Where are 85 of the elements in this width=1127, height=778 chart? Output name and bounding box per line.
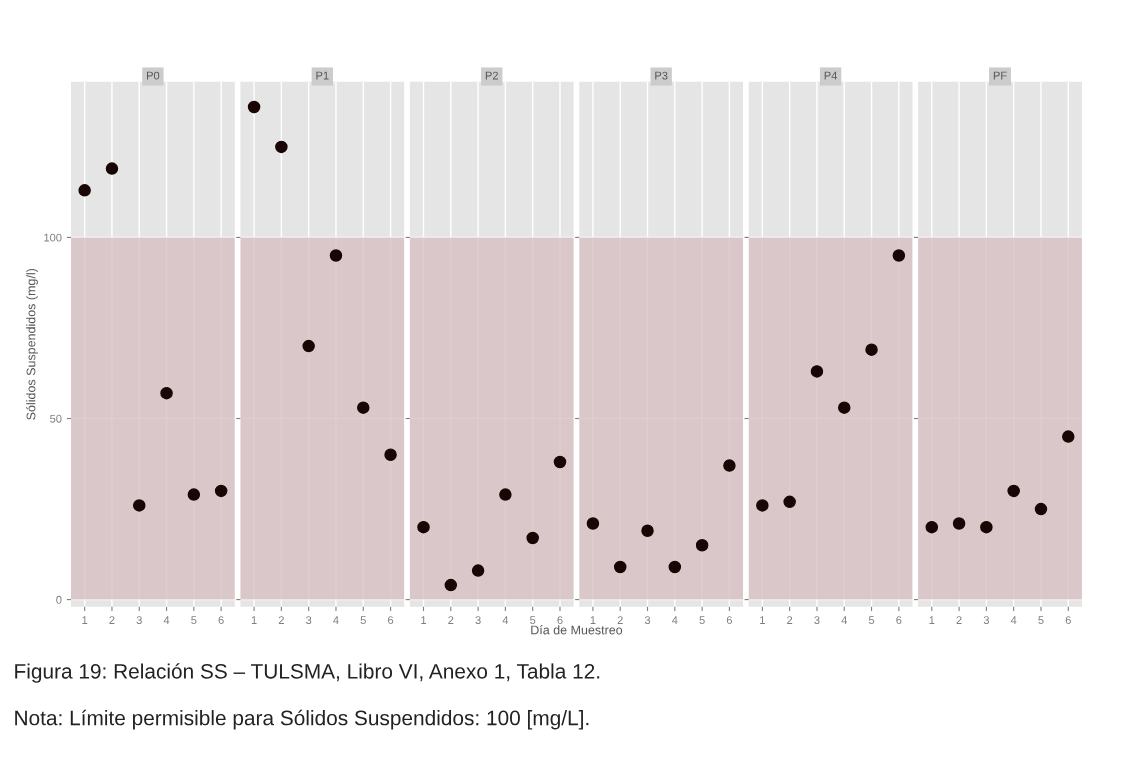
point	[302, 339, 315, 353]
x-tick-label: 4	[1010, 616, 1017, 624]
x-tick-label: 6	[1065, 616, 1071, 625]
y-tick-label: 50	[50, 414, 62, 423]
x-tick-label: 2	[448, 616, 454, 624]
point	[1034, 502, 1048, 516]
point	[668, 560, 682, 574]
point	[586, 517, 600, 530]
y-tick-label: 0	[56, 595, 62, 604]
point	[78, 184, 91, 197]
x-tick-label: 1	[251, 616, 257, 624]
x-tick-label: 2	[787, 616, 793, 624]
point	[1007, 484, 1020, 498]
point	[417, 520, 430, 534]
point	[1062, 430, 1075, 443]
x-tick-label: 5	[1038, 616, 1044, 625]
x-tick-label: 3	[136, 616, 142, 625]
y-tick-label: 100	[44, 233, 62, 242]
x-tick-label: 6	[726, 616, 733, 625]
point	[952, 517, 966, 530]
x-tick-label: 4	[841, 616, 848, 624]
x-tick-label: 3	[475, 616, 481, 625]
point	[247, 100, 261, 114]
chart-title: P2	[485, 71, 498, 80]
point	[444, 578, 458, 592]
x-tick-label: 2	[278, 616, 284, 624]
x-tick-label: 5	[360, 616, 366, 625]
text: Nota: Límite permisible para Sólidos Suspendidos: 100 [mg/L].	[15, 709, 589, 730]
x-tick-label: 5	[868, 616, 875, 625]
point	[160, 386, 173, 400]
x-tick-label: 1	[82, 616, 88, 624]
point	[695, 539, 709, 552]
point	[641, 524, 654, 538]
point	[865, 343, 878, 356]
x-tick-label: 6	[218, 616, 224, 625]
x-tick-label: 5	[699, 616, 705, 625]
point	[892, 249, 906, 262]
point	[499, 488, 512, 501]
x-tick-label: 2	[956, 616, 962, 624]
point	[810, 365, 824, 378]
x-tick-label: 6	[896, 616, 902, 625]
chart-title: P3	[655, 71, 668, 80]
point	[526, 531, 539, 545]
point	[132, 499, 146, 512]
y-axis-title: Sólidos Suspendidos (mg/l)	[26, 268, 38, 420]
point	[837, 401, 851, 414]
x-tick-label: 1	[929, 616, 935, 624]
point	[275, 140, 288, 154]
point	[105, 162, 119, 175]
point	[783, 495, 796, 509]
x-tick-label: 3	[814, 616, 820, 625]
x-tick-label: 6	[557, 616, 563, 625]
x-tick-label: 1	[590, 616, 596, 624]
point	[553, 455, 567, 469]
chart-title: PF	[993, 71, 1007, 80]
point	[357, 401, 370, 414]
x-tick-label: 3	[644, 616, 651, 625]
point	[723, 459, 736, 472]
chart-title: P4	[824, 71, 838, 80]
x-tick-label: 4	[333, 616, 339, 624]
x-tick-label: 4	[671, 616, 678, 624]
point	[980, 520, 993, 534]
x-axis-title: Día de Muestreo	[531, 625, 623, 635]
text: Figura 19: Relación SS – TULSMA, Libro VI, Anexo 1, Tabla 12.	[15, 663, 600, 683]
x-tick-label: 5	[530, 616, 536, 625]
x-tick-label: 3	[983, 616, 989, 625]
x-tick-label: 1	[421, 616, 427, 624]
x-tick-label: 4	[502, 616, 509, 624]
x-tick-label: 6	[388, 616, 394, 625]
x-tick-label: 4	[163, 616, 170, 624]
point	[925, 520, 939, 534]
x-tick-label: 2	[109, 616, 115, 624]
chart-title: P0	[147, 71, 160, 80]
point	[214, 484, 228, 498]
x-tick-label: 3	[306, 616, 312, 625]
point	[471, 564, 485, 577]
point	[187, 488, 201, 501]
point	[384, 448, 397, 461]
point	[756, 499, 769, 512]
point	[329, 249, 343, 262]
chart-title: P1	[316, 71, 329, 80]
x-tick-label: 5	[191, 616, 197, 625]
x-tick-label: 1	[760, 616, 765, 624]
point	[613, 560, 627, 574]
x-tick-label: 2	[617, 616, 623, 624]
